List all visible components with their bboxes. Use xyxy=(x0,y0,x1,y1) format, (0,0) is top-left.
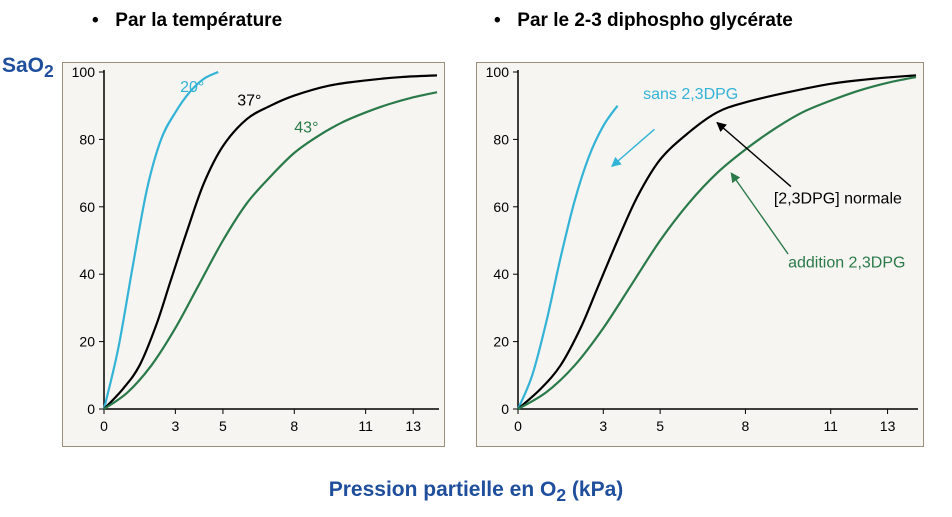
x-tick-label: 0 xyxy=(100,418,108,434)
annotation-label: sans 2,3DPG xyxy=(643,86,738,103)
x-tick-label: 11 xyxy=(358,418,373,434)
annotation-label: [2,3DPG] normale xyxy=(774,190,902,207)
x-tick-label: 3 xyxy=(599,418,607,434)
x-tick-label: 0 xyxy=(514,418,522,434)
bullet-right-text: Par le 2-3 diphospho glycérate xyxy=(517,10,793,31)
y-tick-label: 80 xyxy=(79,131,95,147)
y-axis-label-main: SaO xyxy=(2,54,44,77)
curve-label: 37° xyxy=(237,93,261,110)
x-axis-label-post: (kPa) xyxy=(566,478,623,501)
x-axis-label-sub: 2 xyxy=(556,485,566,505)
x-axis-label: Pression partielle en O2 (kPa) xyxy=(0,478,952,506)
chart-background xyxy=(62,62,445,447)
bullet-dot-icon: • xyxy=(494,10,512,32)
y-tick-label: 40 xyxy=(493,266,509,282)
bullet-right: • Par le 2-3 diphospho glycérate xyxy=(494,10,793,32)
x-tick-label: 11 xyxy=(823,418,838,434)
y-tick-label: 20 xyxy=(79,334,95,350)
y-tick-label: 60 xyxy=(493,199,509,215)
x-tick-label: 13 xyxy=(880,418,896,434)
y-axis-label: SaO2 xyxy=(2,54,54,82)
y-tick-label: 100 xyxy=(486,64,510,80)
x-axis-label-pre: Pression partielle en O xyxy=(329,478,557,501)
curve-label: 20° xyxy=(180,79,204,96)
x-tick-label: 5 xyxy=(219,418,227,434)
chart-left: 0 20 40 60 80 100 0 3 5 8 11 13 20° 37° 43° xyxy=(62,62,445,447)
y-tick-label: 0 xyxy=(87,401,95,417)
x-tick-label: 8 xyxy=(290,418,298,434)
x-tick-label: 8 xyxy=(742,418,750,434)
x-tick-label: 5 xyxy=(656,418,664,434)
y-tick-label: 0 xyxy=(501,401,509,417)
chart-right: 0 20 40 60 80 100 0 3 5 8 11 13 sans 2,3DPG [2,3DPG] … xyxy=(476,62,924,447)
x-tick-label: 3 xyxy=(171,418,179,434)
y-tick-label: 20 xyxy=(493,334,509,350)
y-tick-label: 60 xyxy=(79,199,95,215)
bullet-left-text: Par la température xyxy=(115,10,282,31)
curve-label: 43° xyxy=(294,120,318,137)
bullet-dot-icon: • xyxy=(92,10,110,32)
y-tick-label: 100 xyxy=(72,64,96,80)
bullet-left: • Par la température xyxy=(92,10,282,32)
annotation-label: addition 2,3DPG xyxy=(788,254,905,271)
x-tick-label: 13 xyxy=(405,418,421,434)
y-axis-label-sub: 2 xyxy=(44,61,54,81)
y-tick-label: 80 xyxy=(493,131,509,147)
y-tick-label: 40 xyxy=(79,266,95,282)
